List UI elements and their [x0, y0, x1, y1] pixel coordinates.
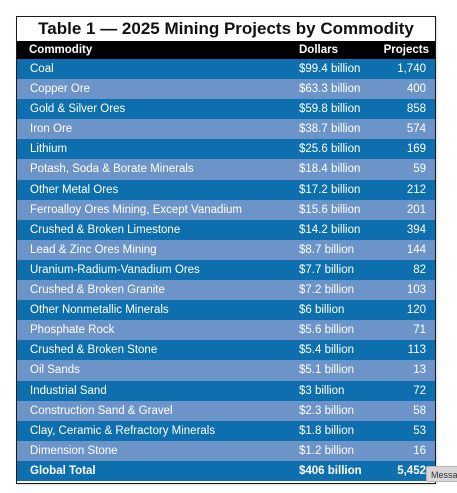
cell-projects: 1,740 — [397, 63, 426, 75]
cell-commodity: Phosphate Rock — [30, 324, 115, 337]
cell-dollars: $2.3 billion — [299, 404, 354, 417]
table-row: Copper Ore $63.3 billion 400 — [17, 79, 435, 100]
cell-commodity: Coal — [30, 63, 54, 75]
cell-commodity: Other Nonmetallic Minerals — [30, 304, 169, 317]
cell-commodity: Copper Ore — [30, 83, 91, 96]
table-row: Potash, Soda & Borate Minerals $18.4 bil… — [17, 159, 435, 180]
commodity-table: Table 1 — 2025 Mining Projects by Commod… — [16, 16, 436, 484]
cell-projects: 120 — [406, 304, 426, 317]
cell-dollars: $99.4 billion — [299, 63, 361, 75]
cell-commodity: Clay, Ceramic & Refractory Minerals — [30, 424, 216, 437]
cell-commodity: Gold & Silver Ores — [30, 103, 126, 116]
cell-commodity: Crushed & Broken Stone — [30, 344, 158, 357]
cell-dollars: $5.1 billion — [299, 364, 354, 377]
cell-dollars: $14.2 billion — [299, 223, 361, 236]
cell-dollars: $59.8 billion — [299, 103, 361, 116]
total-dollars: $406 billion — [299, 464, 362, 477]
table-row: Other Metal Ores $17.2 billion 212 — [17, 179, 435, 200]
table-row: Lithium $25.6 billion 169 — [17, 139, 435, 160]
table-row: Lead & Zinc Ores Mining $8.7 billion 144 — [17, 239, 435, 260]
header-dollars: Dollars — [299, 44, 338, 56]
cell-commodity: Iron Ore — [30, 123, 73, 136]
cell-projects: 113 — [407, 344, 426, 357]
table-row: Crushed & Broken Granite $7.2 billion 10… — [17, 280, 435, 301]
header-projects: Projects — [383, 44, 429, 56]
cell-commodity: Construction Sand & Gravel — [30, 404, 173, 417]
table-title: Table 1 — 2025 Mining Projects by Commod… — [38, 19, 414, 38]
cell-projects: 53 — [413, 424, 426, 437]
table-row: Other Nonmetallic Minerals $6 billion 12… — [17, 300, 435, 321]
message-tooltip[interactable]: Messa — [426, 466, 457, 482]
total-label: Global Total — [30, 464, 96, 477]
cell-projects: 212 — [406, 183, 426, 196]
cell-projects: 169 — [406, 143, 426, 156]
cell-projects: 394 — [406, 223, 426, 236]
cell-commodity: Crushed & Broken Limestone — [30, 223, 181, 236]
cell-dollars: $18.4 billion — [299, 163, 361, 176]
cell-projects: 400 — [406, 83, 426, 96]
cell-dollars: $1.2 billion — [299, 444, 354, 457]
cell-dollars: $15.6 billion — [299, 203, 361, 216]
cell-projects: 13 — [413, 364, 426, 377]
cell-projects: 72 — [413, 384, 426, 397]
table-row: Iron Ore $38.7 billion 574 — [17, 119, 435, 140]
cell-dollars: $5.4 billion — [299, 344, 354, 357]
cell-projects: 59 — [413, 163, 426, 176]
cell-dollars: $3 billion — [299, 384, 345, 397]
cell-commodity: Uranium-Radium-Vanadium Ores — [30, 263, 200, 276]
table-row: Dimension Stone $1.2 billion 16 — [17, 440, 435, 461]
cell-projects: 16 — [413, 444, 426, 457]
header-commodity: Commodity — [29, 44, 93, 56]
table-row: Crushed & Broken Limestone $14.2 billion… — [17, 219, 435, 240]
table-row: Construction Sand & Gravel $2.3 billion … — [17, 400, 435, 421]
cell-dollars: $5.6 billion — [299, 324, 354, 337]
cell-dollars: $63.3 billion — [299, 83, 361, 96]
cell-commodity: Ferroalloy Ores Mining, Except Vanadium — [30, 203, 242, 216]
cell-dollars: $17.2 billion — [299, 183, 361, 196]
cell-dollars: $1.8 billion — [299, 424, 354, 437]
table-row: Crushed & Broken Stone $5.4 billion 113 — [17, 340, 435, 361]
cell-commodity: Dimension Stone — [30, 444, 118, 457]
table-row: Phosphate Rock $5.6 billion 71 — [17, 320, 435, 341]
total-row: Global Total $406 billion 5,452 — [17, 460, 435, 481]
cell-projects: 144 — [406, 243, 426, 256]
table-row: Industrial Sand $3 billion 72 — [17, 380, 435, 401]
cell-dollars: $8.7 billion — [299, 243, 354, 256]
table-row: Coal $99.4 billion 1,740 — [17, 59, 435, 80]
cell-projects: 103 — [406, 284, 426, 297]
cell-dollars: $7.7 billion — [299, 263, 354, 276]
table-row: Ferroalloy Ores Mining, Except Vanadium … — [17, 199, 435, 220]
cell-projects: 82 — [413, 263, 426, 276]
cell-dollars: $6 billion — [299, 304, 345, 317]
total-projects: 5,452 — [397, 464, 426, 477]
cell-projects: 58 — [413, 404, 426, 417]
cell-commodity: Crushed & Broken Granite — [30, 284, 165, 297]
cell-commodity: Oil Sands — [30, 364, 80, 377]
table-row: Clay, Ceramic & Refractory Minerals $1.8… — [17, 420, 435, 441]
cell-dollars: $38.7 billion — [299, 123, 361, 136]
cell-projects: 574 — [406, 123, 426, 136]
cell-dollars: $7.2 billion — [299, 284, 354, 297]
table-row: Gold & Silver Ores $59.8 billion 858 — [17, 99, 435, 120]
cell-projects: 858 — [406, 103, 426, 116]
cell-commodity: Lead & Zinc Ores Mining — [30, 243, 157, 256]
table-row: Uranium-Radium-Vanadium Ores $7.7 billio… — [17, 259, 435, 281]
cell-dollars: $25.6 billion — [299, 143, 361, 156]
cell-projects: 71 — [413, 324, 426, 337]
table-row: Oil Sands $5.1 billion 13 — [17, 360, 435, 381]
cell-projects: 201 — [406, 203, 426, 216]
cell-commodity: Other Metal Ores — [30, 183, 119, 196]
cell-commodity: Lithium — [30, 143, 68, 156]
cell-commodity: Potash, Soda & Borate Minerals — [30, 163, 194, 176]
cell-commodity: Industrial Sand — [30, 384, 107, 397]
table-header: Commodity Dollars Projects — [17, 41, 435, 59]
